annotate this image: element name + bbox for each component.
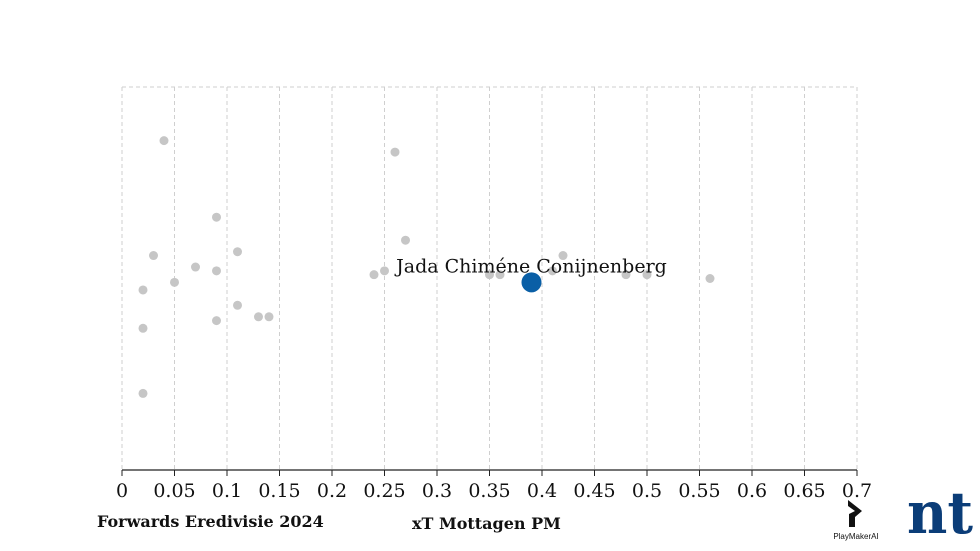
data-point [642, 270, 652, 280]
data-point [170, 277, 179, 287]
chart-subtitle: Forwards Eredivisie 2024 [97, 512, 324, 531]
data-point [149, 251, 158, 261]
data-point [138, 285, 148, 295]
data-point [212, 316, 221, 326]
nt-logo: nt [905, 479, 975, 549]
x-tick-label: 0.3 [422, 480, 452, 502]
data-point [138, 388, 148, 398]
x-tick-label: 0 [116, 480, 128, 502]
data-point [138, 323, 148, 333]
playmaker-label: PlayMakerAI [833, 532, 879, 541]
data-point [191, 262, 200, 272]
x-tick-label: 0.35 [468, 480, 510, 502]
highlight-player-label: Jada Chiméne Conijnenberg [394, 255, 667, 277]
highlight-point [521, 272, 542, 293]
data-point [495, 270, 505, 280]
x-tick-label: 0.15 [258, 480, 300, 502]
playmaker-logo: PlayMakerAI [826, 498, 886, 541]
data-point [159, 136, 169, 146]
data-point [558, 251, 568, 261]
data-point [705, 274, 715, 283]
data-point [233, 247, 242, 257]
data-point [212, 212, 221, 222]
x-tick-label: 0.5 [632, 480, 662, 502]
data-point [401, 235, 410, 245]
data-point [212, 266, 221, 276]
data-point [390, 147, 400, 157]
data-point [233, 300, 242, 310]
x-tick-label: 0.65 [783, 480, 825, 502]
x-axis-title: xT Mottagen PM [412, 514, 561, 533]
data-points [138, 136, 715, 398]
x-tick-label: 0.25 [363, 480, 405, 502]
data-point [380, 266, 389, 276]
x-tick-label: 0.7 [842, 480, 872, 502]
x-tick-label: 0.2 [317, 480, 347, 502]
x-tick-label: 0.05 [153, 480, 195, 502]
x-axis: 0 0.05 0.1 0.15 0.2 0.25 0.3 0.35 0.4 0.45 0.5 0.55… [116, 469, 872, 502]
svg-text:nt: nt [907, 487, 973, 545]
data-point [264, 312, 274, 322]
highlighted-player: Jada Chiméne Conijnenberg [394, 255, 667, 293]
x-tick-label: 0.55 [678, 480, 720, 502]
data-point [621, 270, 631, 280]
data-point [254, 312, 263, 322]
data-point [485, 270, 494, 280]
x-tick-label: 0.6 [737, 480, 767, 502]
data-point [548, 266, 557, 276]
playmaker-chevron-icon [848, 500, 862, 527]
x-tick-label: 0.4 [527, 480, 557, 502]
x-tick-label: 0.1 [212, 480, 242, 502]
data-point [369, 270, 379, 280]
x-tick-label: 0.45 [573, 480, 615, 502]
nt-logo-mark: nt [907, 479, 973, 547]
